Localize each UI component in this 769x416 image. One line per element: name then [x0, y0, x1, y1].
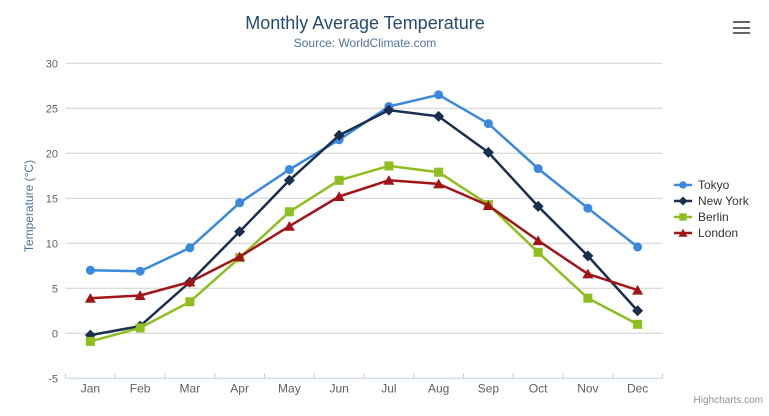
x-axis-label: Jan	[81, 382, 100, 396]
data-point[interactable]	[234, 226, 246, 238]
legend-label: London	[698, 226, 739, 240]
x-axis-label: Aug	[428, 382, 449, 396]
y-axis-label: 10	[46, 238, 58, 250]
data-point[interactable]	[134, 290, 146, 301]
legend-marker-symbol	[679, 181, 687, 189]
y-axis-label: 5	[52, 283, 58, 295]
data-point[interactable]	[532, 200, 544, 212]
legend-item-berlin[interactable]: Berlin	[673, 209, 749, 225]
legend-marker-symbol	[679, 213, 687, 221]
data-point[interactable]	[284, 207, 294, 217]
data-point[interactable]	[185, 243, 195, 253]
legend-label: Berlin	[698, 210, 729, 224]
data-point[interactable]	[533, 164, 543, 174]
data-point[interactable]	[532, 235, 544, 246]
data-point[interactable]	[582, 268, 594, 279]
series-line-new-york[interactable]	[89, 108, 639, 337]
data-point[interactable]	[333, 191, 345, 202]
data-point[interactable]	[383, 175, 395, 185]
y-axis-label: 30	[46, 58, 58, 70]
data-point[interactable]	[433, 178, 445, 189]
series-line-london[interactable]	[89, 179, 639, 300]
data-point[interactable]	[334, 175, 344, 185]
data-point[interactable]	[633, 242, 643, 252]
data-point[interactable]	[434, 167, 444, 177]
series-new-york	[84, 104, 644, 341]
legend-item-london[interactable]: London	[673, 225, 749, 241]
y-axis-label: 25	[46, 103, 58, 115]
x-axis-label: Dec	[627, 382, 648, 396]
x-axis-label: Apr	[230, 382, 249, 396]
data-point[interactable]	[482, 146, 494, 158]
legend-marker-symbol	[678, 228, 688, 237]
x-axis-label: Oct	[529, 382, 548, 396]
y-axis-label: 0	[52, 328, 58, 340]
legend-marker-square-icon	[674, 213, 692, 221]
data-point[interactable]	[283, 220, 295, 231]
data-point[interactable]	[384, 161, 394, 171]
y-axis-label: 15	[46, 193, 58, 205]
series-line-berlin[interactable]	[89, 164, 639, 343]
legend-marker-circle-icon	[674, 181, 692, 189]
legend: Tokyo New York Berlin London	[673, 177, 749, 241]
menu-bar	[733, 21, 750, 23]
data-point[interactable]	[434, 90, 444, 100]
x-axis-label: Feb	[130, 382, 151, 396]
y-axis-label: -5	[48, 373, 58, 385]
data-point[interactable]	[185, 297, 195, 307]
x-axis-label: Jun	[329, 382, 348, 396]
data-point[interactable]	[184, 276, 196, 287]
series-line-tokyo[interactable]	[89, 93, 639, 273]
legend-label: Tokyo	[698, 178, 730, 192]
x-axis-label: Mar	[180, 382, 201, 396]
data-point[interactable]	[633, 319, 643, 329]
y-axis-label: 20	[46, 148, 58, 160]
legend-marker-symbol	[678, 196, 688, 206]
data-point[interactable]	[583, 203, 593, 213]
data-point[interactable]	[483, 119, 493, 129]
x-axis-label: Nov	[577, 382, 598, 396]
data-point[interactable]	[333, 129, 345, 141]
data-point[interactable]	[283, 174, 295, 186]
data-point[interactable]	[482, 200, 494, 211]
x-axis-label: Sep	[478, 382, 500, 396]
hamburger-menu-icon[interactable]	[733, 21, 750, 34]
data-point[interactable]	[284, 164, 294, 175]
data-point[interactable]	[582, 250, 594, 262]
data-point[interactable]	[433, 110, 445, 122]
data-point[interactable]	[383, 104, 395, 116]
legend-item-tokyo[interactable]: Tokyo	[673, 177, 749, 193]
series-london	[84, 175, 644, 303]
x-axis-label: May	[278, 382, 301, 396]
legend-marker-diamond-icon	[674, 196, 692, 206]
data-point[interactable]	[84, 292, 96, 303]
data-point[interactable]	[583, 293, 593, 303]
legend-item-new-york[interactable]: New York	[673, 193, 749, 209]
data-point[interactable]	[135, 323, 145, 333]
data-point[interactable]	[533, 247, 543, 257]
legend-label: New York	[698, 194, 749, 208]
menu-bar	[733, 32, 750, 34]
series-tokyo	[85, 90, 643, 276]
credits-link[interactable]: Highcharts.com	[693, 395, 763, 406]
data-point[interactable]	[135, 266, 145, 276]
legend-marker-triangle-icon	[674, 228, 692, 237]
data-point[interactable]	[234, 251, 246, 262]
data-point[interactable]	[235, 198, 245, 208]
data-point[interactable]	[85, 265, 95, 275]
data-point[interactable]	[632, 305, 644, 317]
menu-bar	[733, 26, 750, 29]
data-point[interactable]	[632, 284, 644, 295]
x-axis-label: Jul	[381, 382, 396, 396]
data-point[interactable]	[85, 336, 95, 346]
